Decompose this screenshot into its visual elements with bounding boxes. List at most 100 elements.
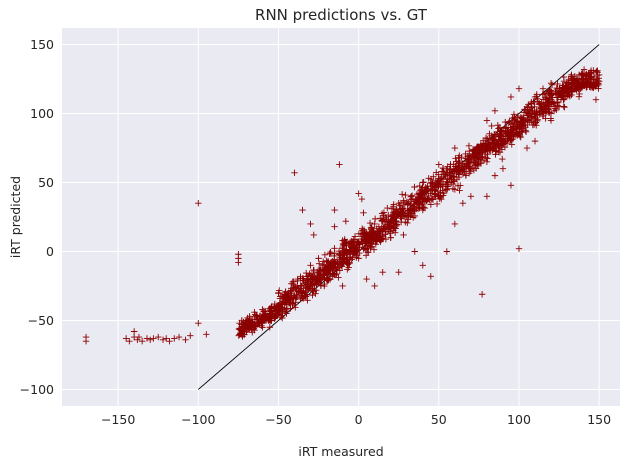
x-tick-label: −50 bbox=[265, 412, 291, 427]
data-point bbox=[508, 141, 515, 148]
data-point bbox=[531, 103, 538, 111]
data-point bbox=[418, 192, 426, 200]
data-point bbox=[182, 336, 189, 343]
data-point bbox=[528, 117, 535, 125]
data-point bbox=[483, 117, 491, 124]
data-point bbox=[427, 201, 435, 208]
data-point bbox=[408, 192, 416, 199]
data-point bbox=[491, 107, 499, 114]
data-point bbox=[411, 248, 418, 255]
data-point bbox=[407, 193, 415, 201]
data-point bbox=[314, 278, 322, 286]
data-point bbox=[467, 193, 475, 200]
data-point bbox=[310, 231, 317, 239]
data-point bbox=[290, 278, 297, 285]
data-point bbox=[279, 293, 287, 301]
data-point bbox=[251, 323, 259, 330]
data-point bbox=[382, 236, 390, 243]
data-point bbox=[293, 287, 300, 294]
data-point bbox=[455, 154, 462, 161]
data-point bbox=[239, 327, 246, 335]
data-point bbox=[502, 118, 509, 126]
data-point bbox=[568, 88, 576, 96]
data-point bbox=[400, 198, 407, 206]
data-point bbox=[321, 251, 329, 258]
data-point bbox=[488, 122, 495, 130]
data-point bbox=[370, 231, 377, 239]
data-point bbox=[323, 277, 331, 284]
data-point bbox=[575, 93, 583, 100]
data-point bbox=[527, 113, 535, 121]
data-point bbox=[451, 144, 459, 152]
y-axis-label: iRT predicted bbox=[8, 176, 23, 258]
data-point bbox=[335, 274, 342, 281]
data-point bbox=[455, 159, 463, 167]
data-point bbox=[492, 148, 499, 155]
data-point bbox=[282, 289, 289, 297]
data-point bbox=[477, 160, 485, 167]
data-point bbox=[529, 121, 536, 129]
data-point bbox=[499, 137, 507, 144]
data-point bbox=[436, 195, 443, 202]
data-point bbox=[587, 82, 595, 90]
data-point bbox=[474, 161, 481, 168]
y-tick-labels: −100 −50 0 50 100 150 bbox=[20, 37, 54, 397]
data-point bbox=[339, 240, 347, 248]
data-point bbox=[251, 316, 259, 323]
data-point bbox=[328, 260, 335, 267]
data-point bbox=[416, 200, 423, 207]
data-point bbox=[403, 213, 411, 221]
data-point bbox=[440, 171, 448, 178]
data-point bbox=[444, 163, 451, 170]
data-point bbox=[379, 233, 387, 240]
data-point bbox=[379, 218, 386, 225]
data-point bbox=[294, 275, 301, 283]
data-point bbox=[332, 259, 339, 266]
data-point bbox=[539, 91, 546, 98]
data-point bbox=[307, 220, 314, 228]
data-point bbox=[430, 173, 437, 180]
data-points bbox=[82, 66, 603, 345]
data-point bbox=[539, 85, 547, 92]
data-point bbox=[323, 270, 331, 277]
data-point bbox=[175, 333, 183, 341]
data-point bbox=[537, 105, 545, 112]
data-point bbox=[516, 123, 523, 130]
data-point bbox=[479, 143, 486, 151]
data-point bbox=[505, 119, 512, 127]
data-point bbox=[431, 191, 438, 198]
data-point bbox=[560, 82, 567, 89]
data-point bbox=[267, 306, 274, 314]
plot-background bbox=[62, 28, 620, 406]
data-point bbox=[490, 140, 497, 147]
data-point bbox=[358, 195, 366, 203]
data-point bbox=[266, 324, 274, 331]
data-point bbox=[587, 68, 595, 76]
data-point bbox=[299, 289, 306, 297]
data-point bbox=[444, 168, 451, 176]
data-point bbox=[304, 297, 311, 304]
data-point bbox=[195, 200, 202, 207]
data-point bbox=[397, 205, 404, 213]
y-tick-label: −100 bbox=[20, 382, 54, 397]
data-point bbox=[387, 213, 395, 220]
data-point bbox=[407, 204, 414, 212]
data-point bbox=[375, 223, 383, 230]
data-point bbox=[563, 79, 570, 86]
data-point bbox=[483, 145, 490, 152]
data-point bbox=[343, 246, 350, 254]
data-point bbox=[423, 185, 431, 193]
data-point bbox=[324, 276, 331, 284]
data-point bbox=[365, 248, 372, 256]
data-point bbox=[508, 120, 516, 127]
data-point bbox=[574, 84, 582, 92]
x-tick-label: 100 bbox=[507, 412, 531, 427]
data-point bbox=[435, 171, 442, 178]
data-point bbox=[580, 66, 588, 73]
data-point bbox=[479, 153, 486, 160]
data-point bbox=[592, 96, 600, 103]
data-point bbox=[482, 154, 490, 161]
data-point bbox=[465, 142, 473, 150]
data-point bbox=[366, 229, 373, 236]
data-point bbox=[388, 205, 396, 212]
